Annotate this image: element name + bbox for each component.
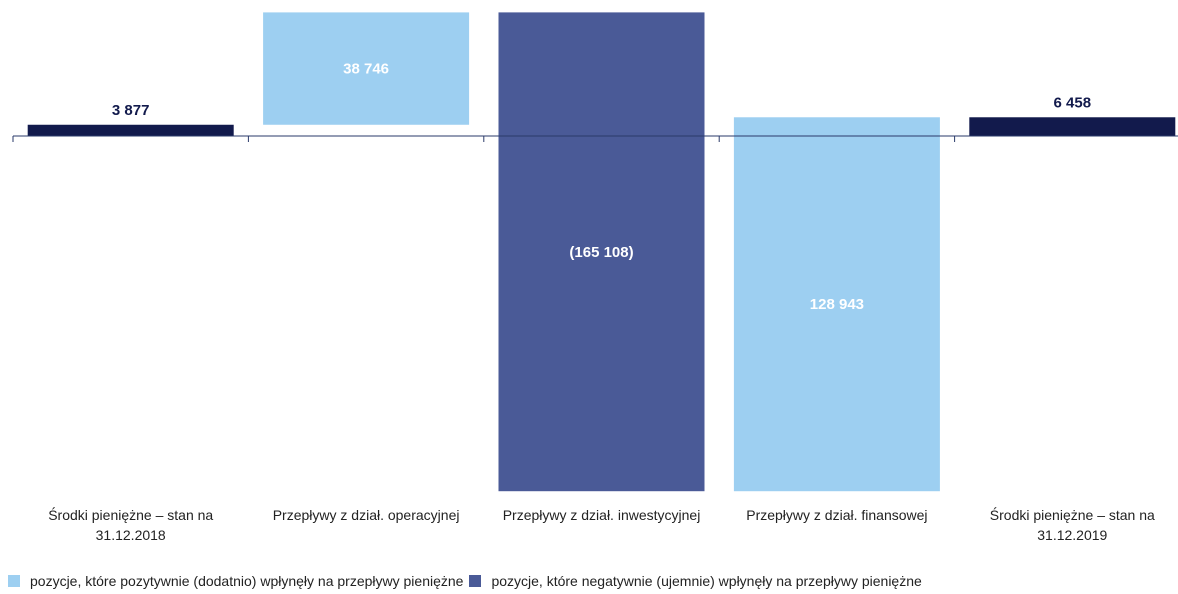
bar — [263, 12, 470, 125]
x-tick-label: Przepływy z dział. inwestycyjnej — [502, 507, 701, 523]
legend: pozycje, które pozytywnie (dodatnio) wpł… — [8, 573, 928, 589]
value-label: (165 108) — [569, 244, 633, 261]
x-tick-label: Środki pieniężne – stan na 31.12.2018 — [48, 507, 214, 543]
bar — [969, 117, 1176, 136]
value-label: 6 458 — [1054, 94, 1092, 111]
legend-swatch — [8, 575, 20, 587]
bar — [733, 117, 940, 492]
value-label: 3 877 — [112, 102, 150, 119]
value-label: 128 943 — [810, 296, 864, 313]
legend-item: pozycje, które negatywnie (ujemnie) wpły… — [469, 573, 922, 589]
x-tick-label: Przepływy z dział. finansowej — [746, 507, 928, 523]
bar — [498, 12, 705, 492]
value-label: 38 746 — [343, 61, 389, 78]
x-tick-label: Przepływy z dział. operacyjnej — [272, 507, 460, 523]
x-tick-label: Środki pieniężne – stan na 31.12.2019 — [989, 507, 1155, 543]
legend-swatch — [469, 575, 482, 587]
bar — [27, 124, 234, 136]
legend-label: pozycje, które pozytywnie (dodatnio) wpł… — [30, 573, 464, 589]
legend-label: pozycje, które negatywnie (ujemnie) wpły… — [491, 573, 922, 589]
legend-item: pozycje, które pozytywnie (dodatnio) wpł… — [8, 573, 463, 589]
